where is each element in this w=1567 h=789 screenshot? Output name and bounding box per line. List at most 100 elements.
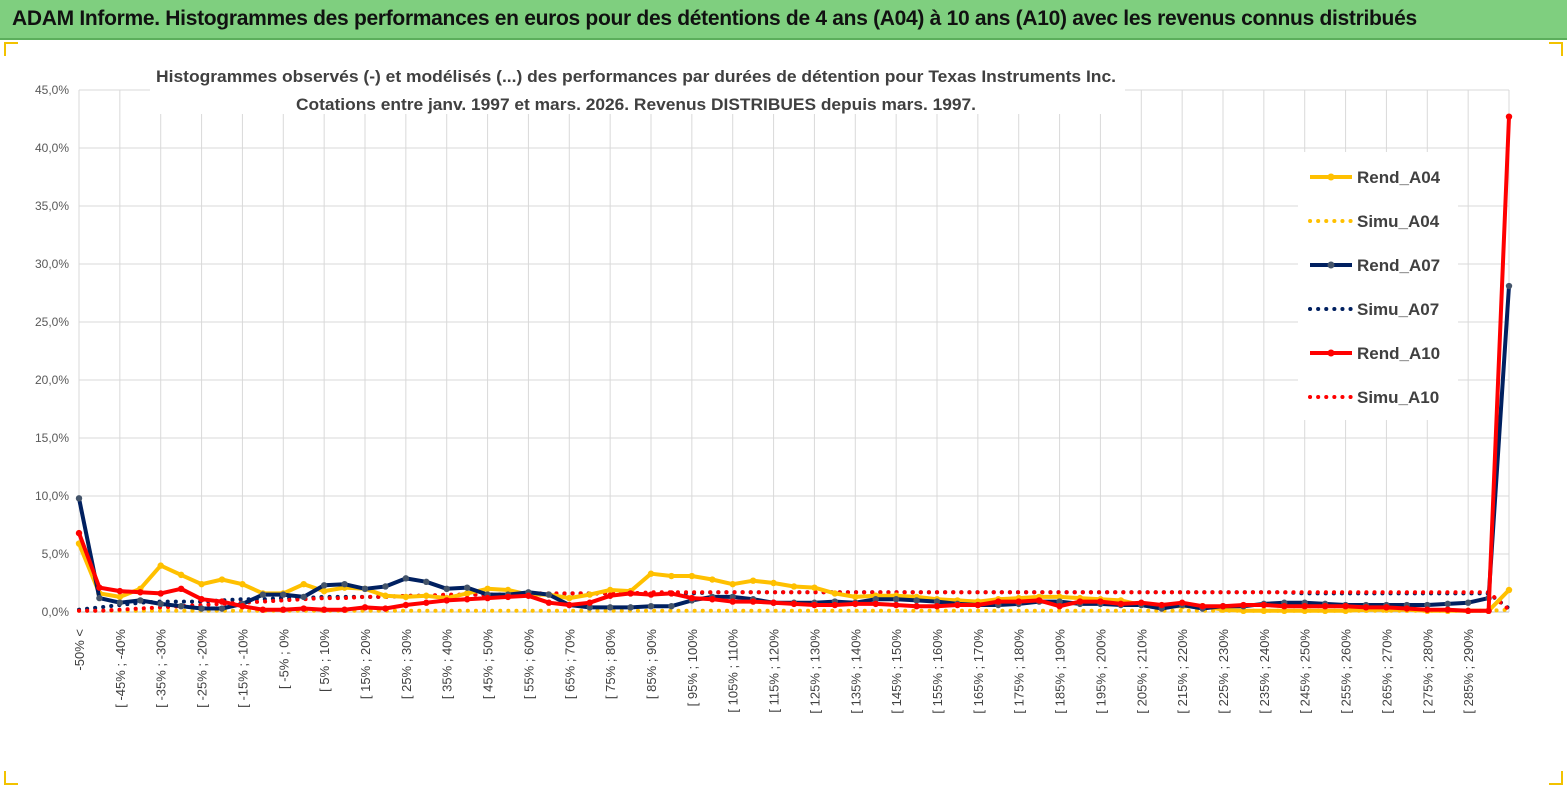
data-point [749, 598, 757, 605]
line-chart: 0,0% 5,0% 10,0% 15,0% 20,0% 25,0% 30,0% 35,0% 40… [35, 56, 1513, 714]
data-point [1424, 606, 1431, 613]
data-point [545, 599, 553, 606]
x-tick-label: [ 145% ; 150% [889, 629, 904, 714]
chart-title: Histogrammes observés (-) et modélisés (… [150, 56, 1125, 114]
data-point [198, 580, 205, 588]
series-simu-a10 [77, 590, 1511, 613]
data-point [933, 598, 941, 605]
frame-corner [4, 771, 18, 785]
x-tick-label: [ 185% ; 190% [1053, 629, 1068, 714]
legend-marker [1327, 349, 1335, 357]
data-point [811, 601, 818, 609]
x-tick-label: [ 195% ; 200% [1093, 629, 1108, 714]
data-point [300, 593, 307, 601]
x-tick-label: [ -5% ; 0% [276, 629, 291, 689]
data-point [341, 606, 348, 613]
data-point [423, 599, 430, 606]
data-point [1240, 601, 1247, 609]
legend-marker [1327, 261, 1335, 269]
data-point [749, 577, 757, 584]
legend-label: Rend_A10 [1357, 344, 1440, 363]
x-tick-label: [ 25% ; 30% [399, 629, 414, 700]
x-tick-label: [ 75% ; 80% [603, 629, 618, 700]
data-point [1342, 607, 1349, 615]
x-tick-label: [ 255% ; 260% [1339, 629, 1354, 714]
data-point [463, 584, 471, 591]
data-point [566, 594, 573, 602]
data-point [1281, 607, 1288, 615]
data-point [116, 587, 124, 595]
x-tick-label: [ 55% ; 60% [521, 629, 536, 700]
data-point [913, 597, 920, 604]
legend: Rend_A04 Simu_A04 Rend_A07 Simu_A07 Rend_A10… [1298, 152, 1458, 420]
data-point [259, 606, 267, 613]
data-point [1464, 607, 1472, 615]
y-tick-label: 40,0% [35, 141, 69, 155]
data-point [177, 603, 185, 610]
legend-background [1298, 152, 1458, 420]
data-point [586, 604, 593, 611]
chart-title-line2: Cotations entre janv. 1997 et mars. 2026… [296, 95, 976, 114]
series-line [77, 590, 1511, 613]
data-point [1301, 603, 1308, 610]
data-point [709, 596, 716, 603]
data-point [852, 600, 859, 608]
y-tick-label: 45,0% [35, 83, 69, 97]
y-tick-label: 15,0% [35, 431, 69, 445]
data-point [137, 589, 144, 596]
data-point [647, 603, 655, 610]
data-point [606, 604, 614, 611]
data-point [1321, 607, 1329, 615]
data-point [177, 585, 185, 592]
x-tick-label: [ 65% ; 70% [562, 629, 577, 700]
data-point [627, 604, 634, 611]
data-point [1505, 586, 1513, 594]
y-tick-label: 20,0% [35, 373, 69, 387]
data-point [954, 601, 961, 609]
data-point [463, 590, 471, 597]
data-point [1301, 607, 1308, 615]
data-point [1424, 601, 1431, 609]
data-point [423, 592, 430, 599]
x-tick-label: [ -35% ; -30% [154, 629, 169, 708]
x-tick-label: [ 135% ; 140% [848, 629, 863, 714]
data-point [668, 590, 675, 597]
data-point [668, 603, 675, 610]
gridlines [78, 89, 1510, 613]
data-point [504, 593, 512, 601]
data-point [198, 605, 205, 612]
data-point [1158, 601, 1165, 609]
data-point [1097, 598, 1104, 605]
data-point [525, 592, 532, 599]
data-point [606, 592, 614, 599]
data-point [484, 594, 491, 602]
series-rend-a07 [75, 282, 1513, 612]
data-point [402, 593, 410, 601]
data-point [320, 587, 328, 595]
legend-marker [1327, 173, 1335, 181]
y-tick-label: 25,0% [35, 315, 69, 329]
data-point [545, 591, 553, 598]
x-tick-label: [ 95% ; 100% [685, 629, 700, 707]
frame-corner [1549, 771, 1563, 785]
y-tick-label: 5,0% [42, 547, 70, 561]
x-tick-label: [ 165% ; 170% [971, 629, 986, 714]
x-tick-label: [ 35% ; 40% [440, 629, 455, 700]
data-point [382, 583, 389, 590]
x-tick-label: [ 225% ; 230% [1216, 629, 1231, 714]
data-point [320, 606, 328, 613]
data-point [218, 605, 226, 612]
x-tick-label: [ 265% ; 270% [1379, 629, 1394, 714]
data-point [852, 593, 859, 601]
x-tick-label: [ 205% ; 210% [1134, 629, 1149, 714]
data-point [729, 598, 736, 605]
legend-label: Rend_A07 [1357, 256, 1440, 275]
data-point [300, 580, 307, 588]
data-point [75, 529, 83, 537]
data-point [688, 594, 696, 602]
data-point [872, 596, 879, 603]
y-tick-label: 10,0% [35, 489, 69, 503]
data-point [239, 580, 246, 588]
legend-label: Rend_A04 [1357, 168, 1441, 187]
x-tick-label: [ 15% ; 20% [358, 629, 373, 700]
